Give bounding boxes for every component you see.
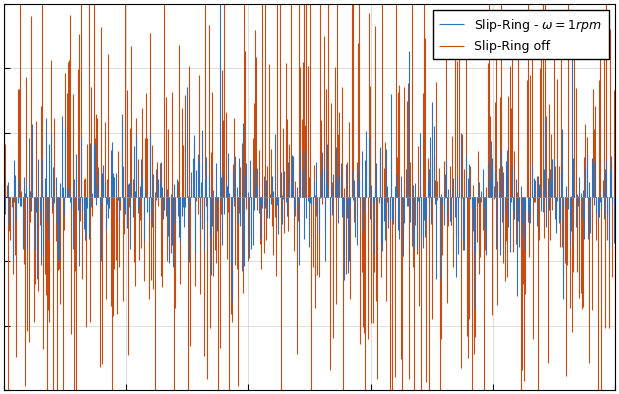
Legend: Slip-Ring - $\omega = 1rpm$, Slip-Ring off: Slip-Ring - $\omega = 1rpm$, Slip-Ring o…: [433, 10, 608, 59]
